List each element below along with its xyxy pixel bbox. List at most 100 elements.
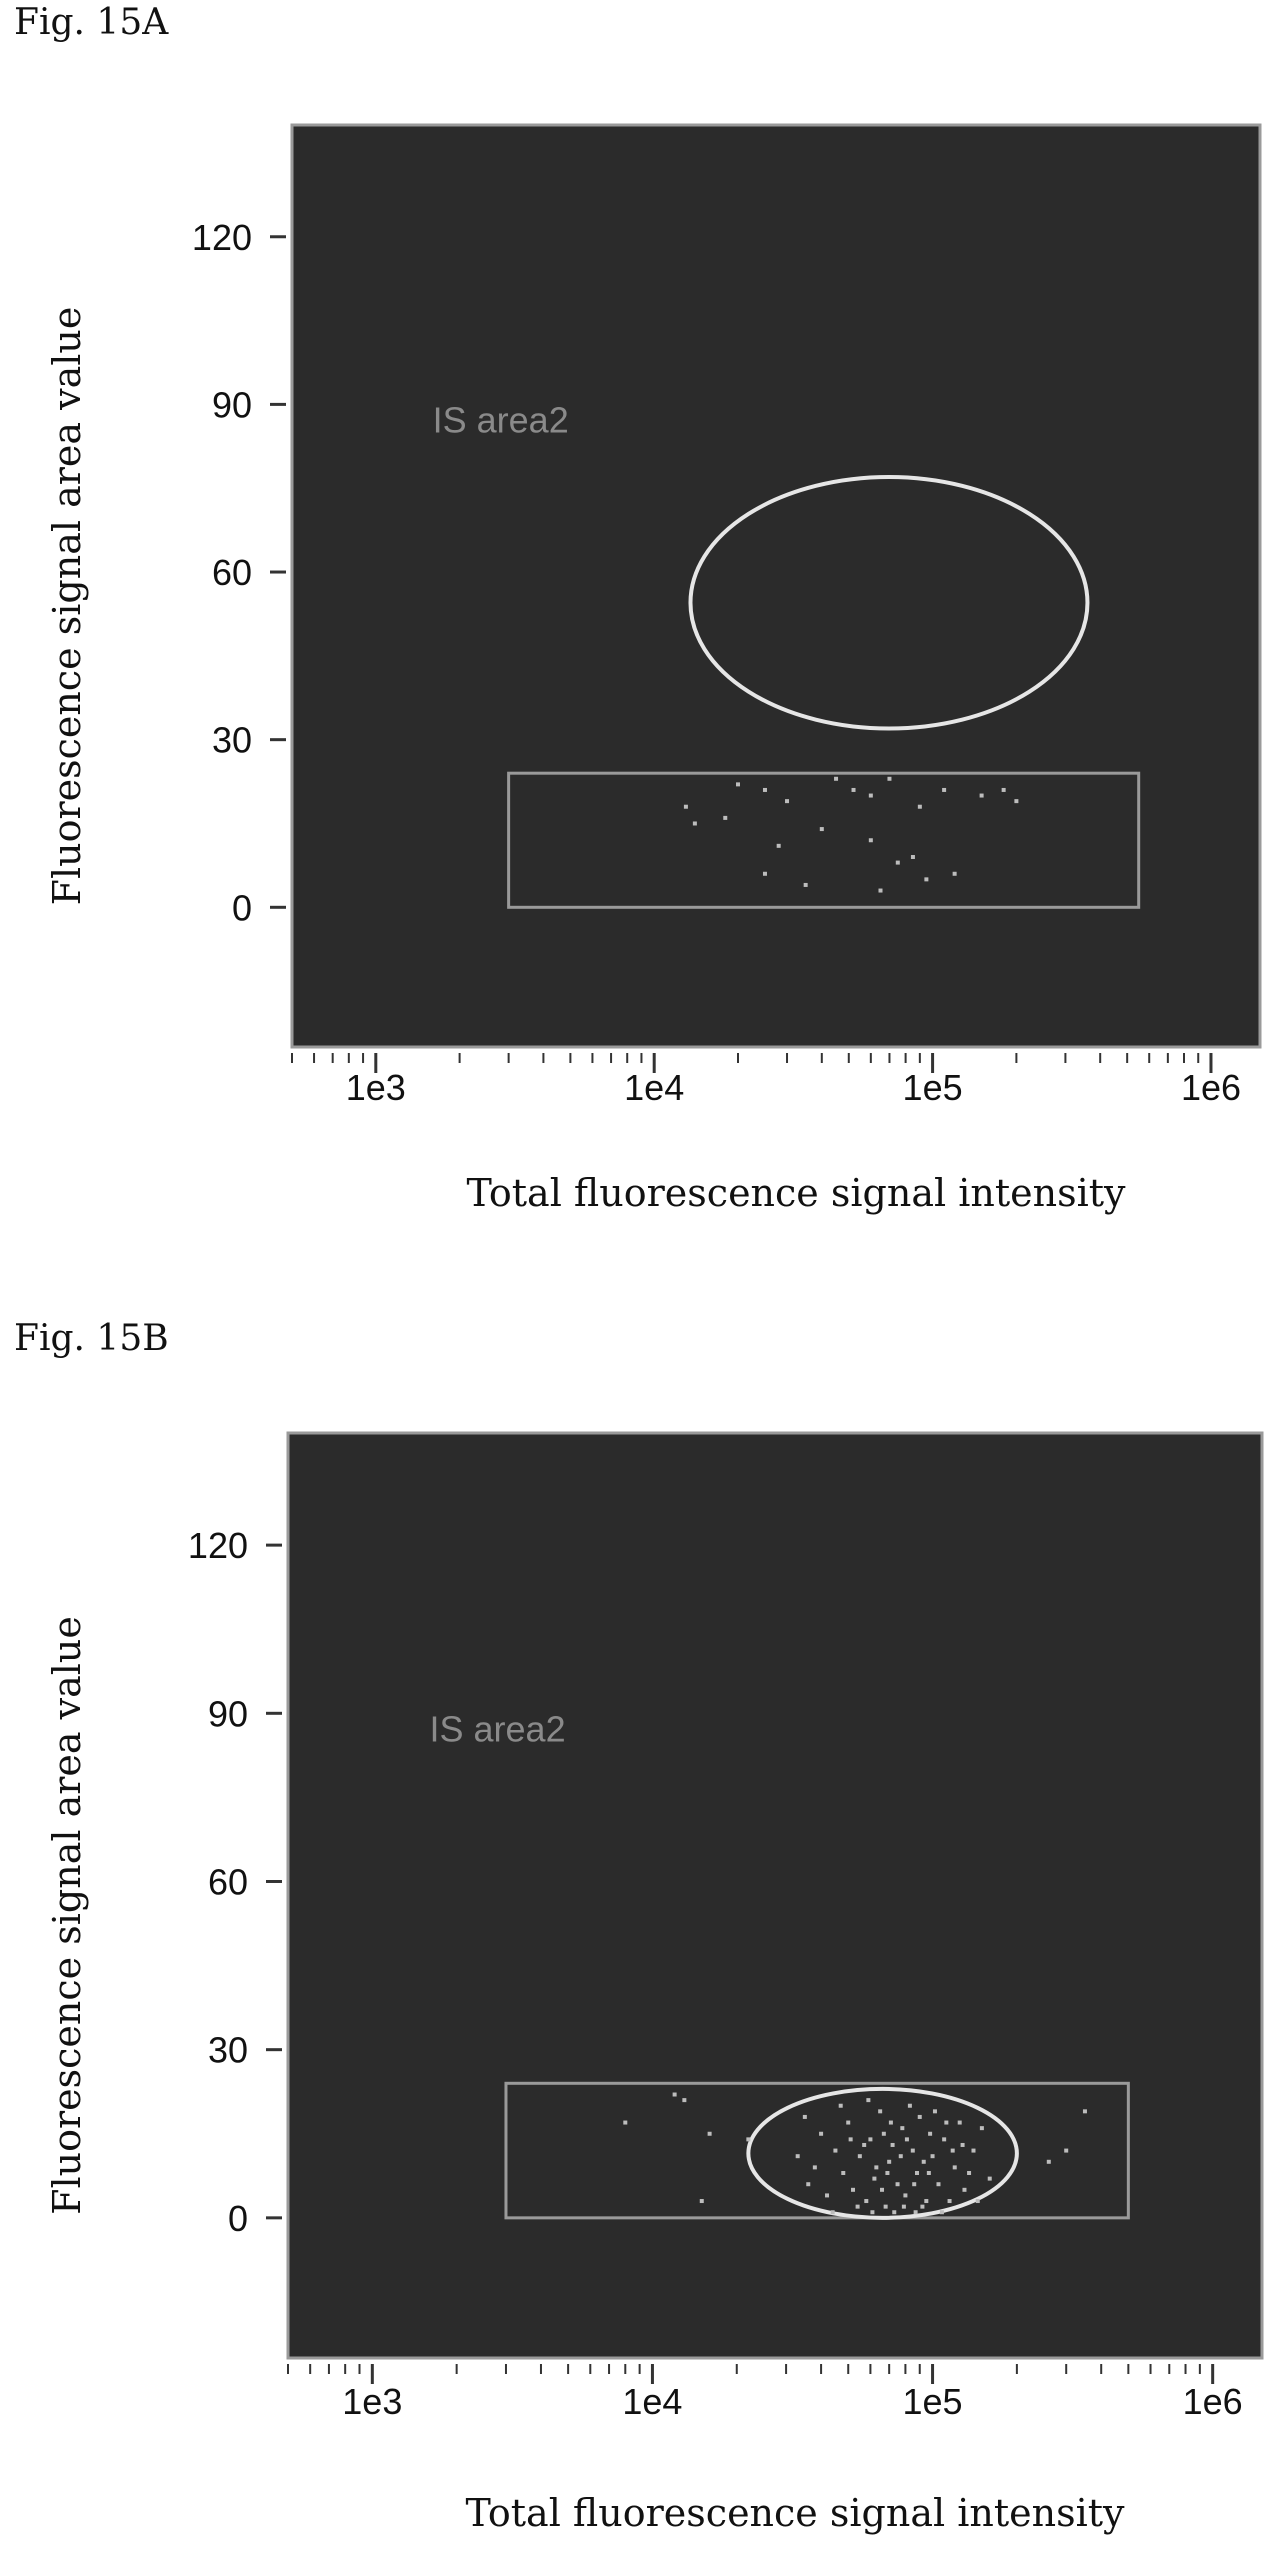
event-point: [931, 2154, 935, 2158]
event-point: [866, 2098, 870, 2102]
event-point: [806, 2182, 810, 2186]
event-point: [914, 2210, 918, 2214]
event-point: [1002, 788, 1006, 792]
event-point: [915, 2171, 919, 2175]
event-point: [980, 794, 984, 798]
y-tick-label: 0: [232, 887, 252, 928]
event-point: [924, 877, 928, 881]
x-tick-label: 1e3: [342, 2381, 402, 2422]
event-point: [918, 805, 922, 809]
event-point: [922, 2160, 926, 2164]
event-point: [833, 2149, 837, 2153]
x-axis-title: Total fluorescence signal intensity: [467, 1171, 1127, 1215]
event-point: [869, 838, 873, 842]
event-point: [869, 794, 873, 798]
gate-label: IS area2: [433, 399, 569, 440]
event-point: [874, 2165, 878, 2169]
event-point: [889, 2121, 893, 2125]
x-axis-title: Total fluorescence signal intensity: [466, 2491, 1126, 2535]
event-point: [763, 872, 767, 876]
event-point: [905, 2137, 909, 2141]
event-point: [885, 2171, 889, 2175]
y-tick-label: 30: [208, 2030, 248, 2071]
event-point: [831, 2210, 835, 2214]
event-point: [887, 2160, 891, 2164]
x-tick-label: 1e6: [1183, 2381, 1243, 2422]
event-point: [884, 2205, 888, 2209]
event-point: [858, 2154, 862, 2158]
event-point: [693, 821, 697, 825]
x-tick-label: 1e3: [346, 1067, 406, 1108]
y-tick-label: 120: [188, 1525, 248, 1566]
event-point: [852, 788, 856, 792]
event-point: [736, 782, 740, 786]
y-axis-title: Fluorescence signal area value: [45, 1616, 89, 2215]
event-point: [896, 861, 900, 865]
event-point: [878, 2109, 882, 2113]
event-point: [682, 2098, 686, 2102]
event-point: [900, 2126, 904, 2130]
event-point: [958, 2121, 962, 2125]
event-point: [976, 2199, 980, 2203]
event-point: [825, 2193, 829, 2197]
event-point: [1047, 2160, 1051, 2164]
event-point: [879, 889, 883, 893]
event-point: [892, 2210, 896, 2214]
y-tick-label: 30: [212, 720, 252, 761]
event-point: [864, 2199, 868, 2203]
event-point: [882, 2132, 886, 2136]
x-tick-label: 1e6: [1181, 1067, 1241, 1108]
y-axis-title: Fluorescence signal area value: [45, 307, 89, 906]
event-point: [708, 2132, 712, 2136]
event-point: [961, 2143, 965, 2147]
chart-a: 1e31e41e51e60306090120Total fluorescence…: [0, 0, 1287, 1230]
event-point: [820, 827, 824, 831]
event-point: [856, 2205, 860, 2209]
chart-b: 1e31e41e51e60306090120Total fluorescence…: [0, 1318, 1287, 2563]
event-point: [908, 2104, 912, 2108]
event-point: [803, 2115, 807, 2119]
x-tick-label: 1e4: [622, 2381, 682, 2422]
event-point: [902, 2205, 906, 2209]
y-tick-label: 60: [208, 1861, 248, 1902]
event-point: [944, 2121, 948, 2125]
y-tick-label: 120: [192, 217, 252, 258]
y-tick-label: 90: [208, 1693, 248, 1734]
event-point: [971, 2149, 975, 2153]
gate-label: IS area2: [430, 1708, 566, 1749]
event-point: [684, 805, 688, 809]
event-point: [746, 2137, 750, 2141]
event-point: [953, 872, 957, 876]
event-point: [942, 2137, 946, 2141]
event-point: [804, 883, 808, 887]
event-point: [1064, 2149, 1068, 2153]
x-tick-label: 1e5: [903, 2381, 963, 2422]
event-point: [880, 2188, 884, 2192]
event-point: [953, 2165, 957, 2169]
event-point: [870, 2210, 874, 2214]
event-point: [903, 2193, 907, 2197]
event-point: [777, 844, 781, 848]
event-point: [785, 799, 789, 803]
event-point: [868, 2137, 872, 2141]
event-point: [849, 2137, 853, 2141]
event-point: [796, 2154, 800, 2158]
event-point: [928, 2132, 932, 2136]
event-point: [896, 2182, 900, 2186]
event-point: [933, 2109, 937, 2113]
event-point: [948, 2199, 952, 2203]
x-tick-label: 1e4: [624, 1067, 684, 1108]
event-point: [940, 2210, 944, 2214]
y-tick-label: 90: [212, 384, 252, 425]
event-point: [862, 2143, 866, 2147]
event-point: [813, 2165, 817, 2169]
event-point: [1083, 2109, 1087, 2113]
event-point: [911, 2149, 915, 2153]
event-point: [988, 2177, 992, 2181]
event-point: [723, 816, 727, 820]
event-point: [899, 2154, 903, 2158]
event-point: [623, 2121, 627, 2125]
event-point: [839, 2104, 843, 2108]
event-point: [967, 2171, 971, 2175]
event-point: [872, 2177, 876, 2181]
